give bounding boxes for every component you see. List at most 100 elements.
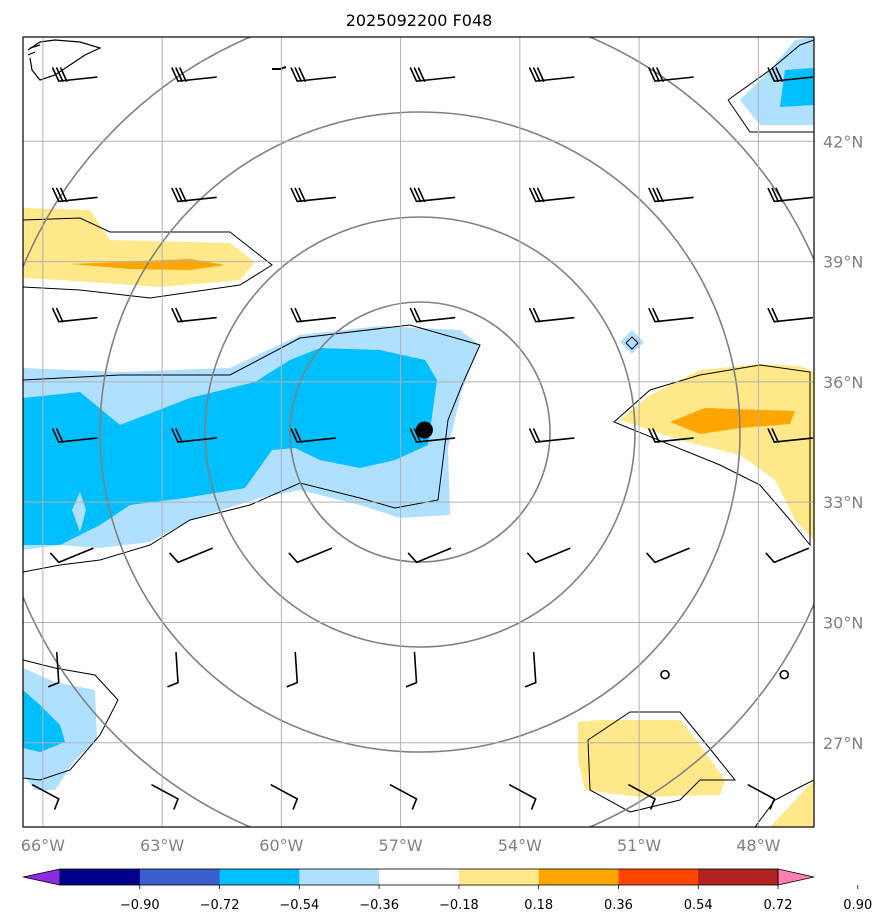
wind-barb-shape bbox=[409, 307, 456, 323]
wind-barb-shape bbox=[171, 67, 217, 82]
wind-barb-shape bbox=[767, 187, 814, 203]
blue-region-ne bbox=[780, 68, 814, 107]
wind-barb-shape bbox=[409, 187, 456, 203]
wind-barb bbox=[528, 67, 575, 82]
wind-barb bbox=[31, 784, 60, 810]
wind-barb bbox=[290, 307, 337, 323]
wind-barb-shape bbox=[528, 67, 575, 82]
wind-barb-shape bbox=[648, 67, 694, 82]
wind-barb bbox=[526, 547, 571, 564]
wind-barb bbox=[767, 187, 814, 203]
longitude-label: 51°W bbox=[617, 836, 661, 855]
light-yellow-region-se-corner bbox=[770, 780, 814, 827]
wind-barb-shape bbox=[49, 547, 94, 564]
wind-barb-shape bbox=[508, 784, 537, 810]
wind-barb bbox=[648, 428, 694, 443]
latitude-label: 42°N bbox=[823, 132, 863, 151]
wind-barb-shape bbox=[747, 784, 776, 810]
latitude-labels: 42°N 39°N 36°N 33°N 30°N 27°N bbox=[823, 132, 863, 753]
wind-barb bbox=[646, 547, 690, 564]
wind-barb bbox=[270, 784, 299, 810]
wind-barb bbox=[765, 547, 810, 564]
wind-barb-shape bbox=[767, 428, 814, 443]
wind-barb-shape bbox=[767, 67, 814, 82]
wind-barb bbox=[508, 784, 537, 810]
colorbar-tick-label: −0.36 bbox=[359, 898, 399, 913]
colorbar-tick-label: 0.36 bbox=[604, 898, 633, 913]
colorbar-segment bbox=[458, 869, 540, 885]
latitude-label: 30°N bbox=[823, 613, 863, 632]
wind-barb bbox=[171, 187, 217, 203]
light-yellow-region-se bbox=[578, 720, 725, 797]
wind-barb-shape bbox=[51, 67, 98, 82]
wind-barb bbox=[767, 67, 814, 82]
wind-barb bbox=[167, 651, 179, 688]
longitude-label: 54°W bbox=[498, 836, 542, 855]
wind-barb-shape bbox=[171, 187, 217, 203]
wind-barb-shape bbox=[767, 307, 814, 323]
calm-wind-circle bbox=[660, 669, 670, 680]
light-yellow-region-east bbox=[620, 364, 814, 540]
wind-barb bbox=[51, 67, 98, 82]
colorbar-tick-label: −0.54 bbox=[279, 898, 319, 913]
wind-barb-shape bbox=[31, 784, 60, 810]
colorbar-segment bbox=[538, 869, 619, 885]
wind-barb-shape bbox=[167, 651, 179, 688]
colorbar-segment bbox=[698, 869, 779, 885]
colorbar-segment bbox=[299, 869, 380, 885]
wind-barb-shape bbox=[51, 307, 98, 323]
wind-barb-shape bbox=[528, 428, 575, 443]
wind-barb-shape bbox=[407, 547, 452, 564]
wind-barb bbox=[171, 307, 217, 323]
wind-barb-shape bbox=[648, 307, 694, 323]
wind-barb-shape bbox=[405, 651, 418, 688]
wind-barb-shape bbox=[528, 187, 575, 203]
wind-barb bbox=[409, 187, 456, 203]
wind-barb-shape bbox=[286, 651, 299, 688]
wind-barb-shape bbox=[648, 428, 694, 443]
contour-west-band bbox=[23, 324, 481, 573]
colorbar-tick-label: −0.72 bbox=[200, 898, 240, 913]
wind-barb bbox=[648, 187, 694, 203]
latitude-label: 27°N bbox=[823, 734, 863, 753]
wind-barb-shape bbox=[169, 547, 213, 564]
wind-barb bbox=[171, 428, 217, 443]
wind-barb-shape bbox=[290, 187, 337, 203]
colorbar-segment bbox=[618, 869, 699, 885]
map-frame bbox=[22, 36, 815, 828]
wind-barb bbox=[171, 67, 217, 82]
latitude-label: 39°N bbox=[823, 253, 863, 272]
blue-region bbox=[23, 348, 437, 545]
colorbar-segment bbox=[379, 869, 460, 885]
colorbar-segment bbox=[219, 869, 300, 885]
colorbar-frame bbox=[59, 868, 779, 886]
colorbar-extend-high bbox=[777, 868, 815, 886]
wind-barb bbox=[409, 67, 456, 82]
wind-barb-shape bbox=[171, 428, 217, 443]
latitude-label: 36°N bbox=[823, 373, 863, 392]
wind-barb bbox=[528, 428, 575, 443]
wind-barbs bbox=[31, 67, 814, 810]
wind-barb-shape bbox=[171, 307, 217, 323]
wind-barb-shape bbox=[389, 784, 418, 810]
wind-barb bbox=[151, 784, 179, 810]
blue-region-sw bbox=[23, 690, 65, 752]
latitude-label: 33°N bbox=[823, 493, 863, 512]
colorbar-tick-label: 0.54 bbox=[684, 898, 713, 913]
contour-small-diamond bbox=[625, 336, 639, 350]
wind-barb bbox=[51, 428, 98, 443]
small-light-blue-diamond bbox=[620, 330, 644, 354]
wind-barb bbox=[49, 547, 94, 564]
wind-barb-shape bbox=[51, 428, 98, 443]
wind-barb-shape bbox=[526, 547, 571, 564]
wind-barb bbox=[747, 784, 776, 810]
wind-barb-shape bbox=[648, 187, 694, 203]
wind-barb-shape bbox=[270, 784, 299, 810]
contour-se bbox=[587, 711, 737, 813]
colorbar-tick-label: −0.18 bbox=[439, 898, 479, 913]
wind-barb bbox=[524, 651, 537, 688]
wind-barb bbox=[767, 307, 814, 323]
wind-barb bbox=[47, 651, 60, 688]
wind-barb bbox=[407, 547, 452, 564]
